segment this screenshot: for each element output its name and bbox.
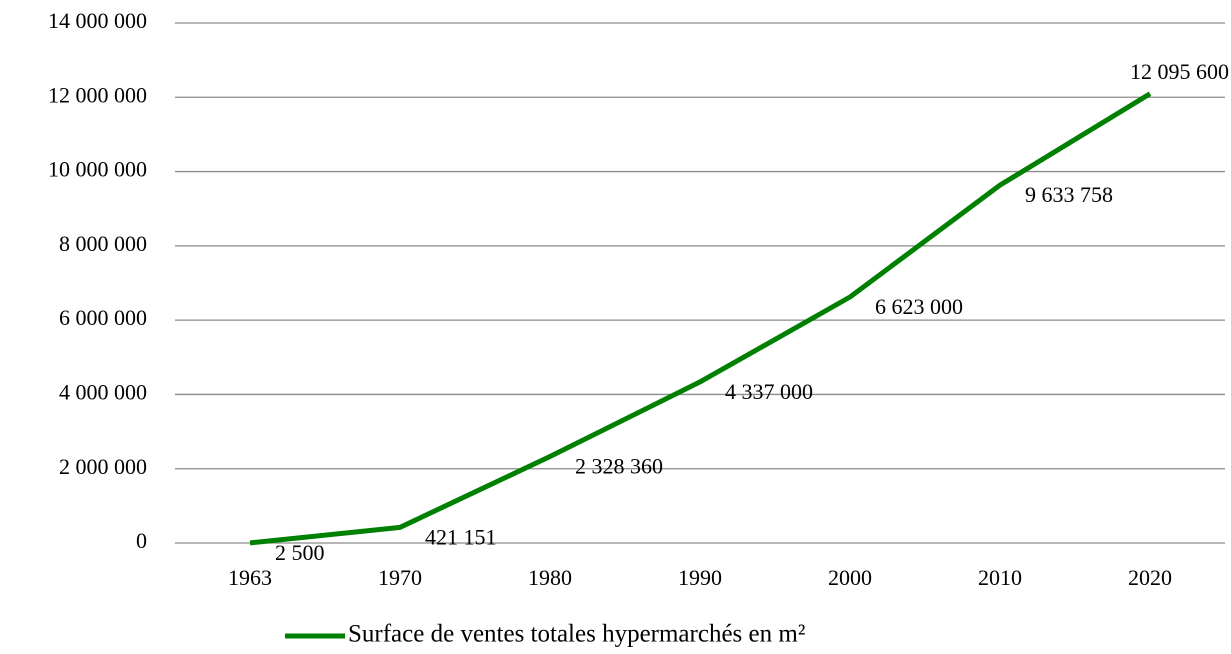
x-tick-label: 2020 [1128, 565, 1172, 590]
x-tick-label: 2000 [828, 565, 872, 590]
y-tick-label: 8 000 000 [59, 231, 147, 256]
data-label: 12 095 600 [1130, 59, 1229, 84]
x-tick-label: 1990 [678, 565, 722, 590]
data-label: 2 500 [275, 540, 325, 565]
y-tick-label: 10 000 000 [48, 157, 147, 182]
data-line [249, 91, 1152, 546]
y-tick-label: 14 000 000 [48, 8, 147, 33]
data-label: 6 623 000 [875, 294, 963, 319]
x-tick-label: 1980 [528, 565, 572, 590]
x-tick-label: 1963 [228, 565, 272, 590]
data-label: 4 337 000 [725, 379, 813, 404]
data-label: 421 151 [425, 524, 497, 549]
y-tick-label: 4 000 000 [59, 379, 147, 404]
y-tick-label: 0 [136, 528, 147, 553]
y-tick-label: 2 000 000 [59, 454, 147, 479]
x-tick-label: 2010 [978, 565, 1022, 590]
data-label: 2 328 360 [575, 454, 663, 479]
legend-label: Surface de ventes totales hypermarchés e… [348, 621, 805, 648]
y-tick-label: 6 000 000 [59, 305, 147, 330]
x-tick-label: 1970 [378, 565, 422, 590]
data-label: 9 633 758 [1025, 182, 1113, 207]
y-tick-label: 12 000 000 [48, 82, 147, 107]
